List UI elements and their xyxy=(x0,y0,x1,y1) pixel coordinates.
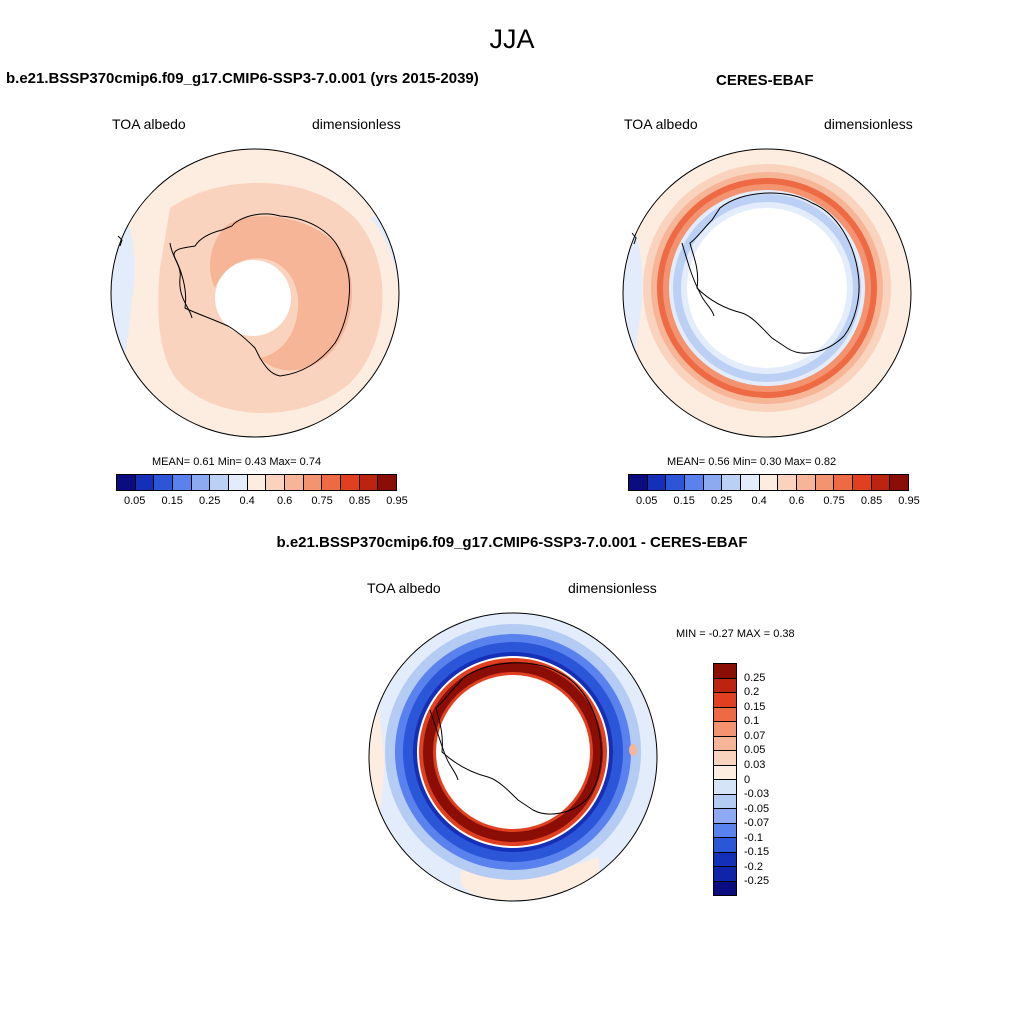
model-colorbar-tick-label: 0.05 xyxy=(124,495,146,507)
obs-colorbar-swatch xyxy=(871,475,891,490)
diff-colorbar-swatch xyxy=(714,852,736,867)
model-colorbar-swatch xyxy=(285,475,304,490)
diff-colorbar-swatch xyxy=(714,664,736,679)
obs-units-label: dimensionless xyxy=(824,116,913,132)
model-colorbar-tick-label: 0.85 xyxy=(348,495,371,507)
obs-colorbar-swatch xyxy=(834,475,854,490)
model-colorbar-swatch xyxy=(173,475,192,490)
diff-colorbar-tick-label: 0.03 xyxy=(744,758,766,771)
diff-panel-title: b.e21.BSSP370cmip6.f09_g17.CMIP6-SSP3-7.… xyxy=(276,534,748,551)
diff-colorbar-tick-label: -0.07 xyxy=(744,817,770,830)
obs-colorbar-swatch xyxy=(666,475,686,490)
diff-colorbar-tick-label: 0.1 xyxy=(744,715,760,728)
diff-variable-label: TOA albedo xyxy=(367,580,441,596)
obs-colorbar-swatch xyxy=(890,475,909,490)
diff-colorbar-swatch xyxy=(714,838,736,853)
diff-colorbar-tick-label: 0.07 xyxy=(744,729,766,742)
model-colorbar-swatch xyxy=(303,475,323,490)
diff-colorbar-swatch xyxy=(714,751,736,766)
obs-stats: MEAN= 0.56 Min= 0.30 Max= 0.82 xyxy=(667,456,837,468)
diff-colorbar-tick-label: -0.03 xyxy=(744,788,770,801)
diff-colorbar-swatch xyxy=(714,881,736,895)
diff-colorbar-swatch xyxy=(714,809,736,824)
figure-title: JJA xyxy=(489,24,535,54)
model-colorbar-swatch xyxy=(135,475,155,490)
diff-colorbar-ticks: 0.25 0.2 0.15 0.1 0.07 0.05 0.03 0 -0.03 -0.05 -0.… xyxy=(744,663,804,896)
diff-colorbar-swatch xyxy=(714,780,736,795)
model-colorbar-tick-label: 0.4 xyxy=(239,495,255,507)
diff-colorbar-tick-label: 0.15 xyxy=(744,700,766,713)
obs-colorbar-tick-label: 0.75 xyxy=(823,495,845,507)
diff-colorbar-swatch xyxy=(714,693,736,708)
model-variable-label: TOA albedo xyxy=(112,116,186,132)
model-colorbar-swatch xyxy=(247,475,267,490)
obs-colorbar-swatch xyxy=(685,475,704,490)
obs-variable-label: TOA albedo xyxy=(624,116,698,132)
obs-colorbar-swatch xyxy=(853,475,872,490)
model-colorbar-swatch xyxy=(322,475,342,490)
model-colorbar xyxy=(116,474,397,491)
model-colorbar-tick-label: 0.75 xyxy=(311,495,333,507)
diff-stats: MIN = -0.27 MAX = 0.38 xyxy=(676,628,795,640)
diff-colorbar-swatch xyxy=(714,794,736,809)
obs-colorbar-swatch xyxy=(778,475,798,490)
diff-colorbar-swatch xyxy=(714,678,736,693)
model-polar-map xyxy=(110,148,400,438)
diff-polar-map xyxy=(368,612,658,902)
obs-colorbar-swatch xyxy=(647,475,667,490)
diff-colorbar-swatch xyxy=(714,707,736,722)
diff-colorbar-tick-label: 0.05 xyxy=(744,744,766,757)
obs-colorbar-swatch xyxy=(629,475,648,490)
diff-colorbar-tick-label: -0.15 xyxy=(744,846,770,859)
obs-colorbar-swatch xyxy=(741,475,760,490)
diff-colorbar-tick-label: -0.2 xyxy=(744,860,763,873)
model-panel-title: b.e21.BSSP370cmip6.f09_g17.CMIP6-SSP3-7.… xyxy=(6,70,479,87)
model-colorbar-ticks: 0.05 0.15 0.25 0.4 0.6 0.75 0.85 0.95 xyxy=(116,495,408,509)
obs-colorbar-tick-label: 0.95 xyxy=(898,495,920,507)
diff-colorbar-tick-label: -0.05 xyxy=(744,802,770,815)
diff-colorbar xyxy=(713,663,737,896)
obs-colorbar-swatch xyxy=(722,475,742,490)
model-colorbar-swatch xyxy=(117,475,136,490)
obs-colorbar-tick-label: 0.05 xyxy=(636,495,658,507)
obs-colorbar-tick-label: 0.4 xyxy=(751,495,767,507)
diff-colorbar-swatch xyxy=(714,736,736,751)
obs-colorbar-tick-label: 0.15 xyxy=(673,495,695,507)
obs-colorbar-tick-label: 0.85 xyxy=(860,495,883,507)
model-colorbar-tick-label: 0.25 xyxy=(198,495,221,507)
diff-colorbar-swatch xyxy=(714,765,736,780)
model-colorbar-swatch xyxy=(359,475,379,490)
diff-colorbar-swatch xyxy=(714,722,736,737)
model-colorbar-swatch xyxy=(154,475,174,490)
model-colorbar-swatch xyxy=(191,475,211,490)
obs-colorbar-ticks: 0.05 0.15 0.25 0.4 0.6 0.75 0.85 0.95 xyxy=(628,495,920,509)
model-colorbar-tick-label: 0.95 xyxy=(386,495,408,507)
obs-colorbar-tick-label: 0.6 xyxy=(788,495,805,507)
diff-colorbar-swatch xyxy=(714,823,736,838)
model-colorbar-swatch xyxy=(229,475,248,490)
diff-units-label: dimensionless xyxy=(568,580,657,596)
obs-colorbar-swatch xyxy=(815,475,835,490)
obs-colorbar-swatch xyxy=(797,475,816,490)
obs-colorbar xyxy=(628,474,909,491)
model-colorbar-swatch xyxy=(266,475,286,490)
model-colorbar-tick-label: 0.6 xyxy=(276,495,293,507)
obs-colorbar-tick-label: 0.25 xyxy=(710,495,733,507)
diff-colorbar-tick-label: 0.25 xyxy=(744,671,766,684)
obs-polar-map xyxy=(622,148,912,438)
obs-panel-title: CERES-EBAF xyxy=(716,72,814,89)
model-colorbar-tick-label: 0.15 xyxy=(161,495,183,507)
model-units-label: dimensionless xyxy=(312,116,401,132)
diff-colorbar-tick-label: 0.2 xyxy=(744,686,760,699)
diff-colorbar-swatch xyxy=(714,867,736,882)
model-colorbar-swatch xyxy=(210,475,230,490)
obs-colorbar-swatch xyxy=(759,475,779,490)
model-colorbar-swatch xyxy=(378,475,397,490)
model-colorbar-swatch xyxy=(341,475,360,490)
diff-colorbar-tick-label: -0.25 xyxy=(744,875,770,888)
obs-colorbar-swatch xyxy=(703,475,723,490)
diff-colorbar-tick-label: -0.1 xyxy=(744,831,763,844)
model-stats: MEAN= 0.61 Min= 0.43 Max= 0.74 xyxy=(152,456,322,468)
diff-colorbar-tick-label: 0 xyxy=(744,773,751,786)
